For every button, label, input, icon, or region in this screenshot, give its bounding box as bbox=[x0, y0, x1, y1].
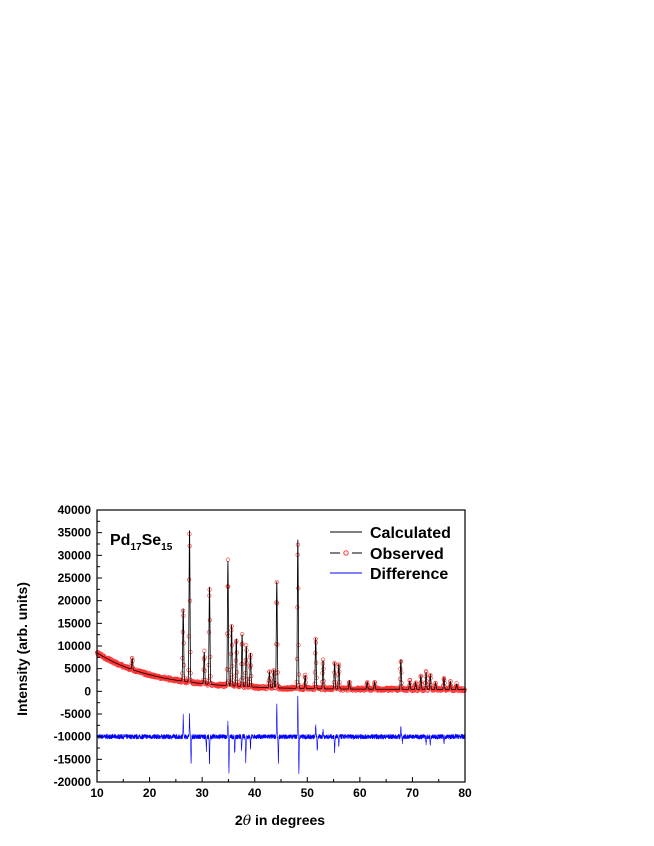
y-tick-label: 5000 bbox=[64, 662, 91, 676]
observed-point bbox=[225, 557, 230, 562]
y-tick-label: -15000 bbox=[54, 752, 92, 766]
y-tick-label: -5000 bbox=[60, 707, 91, 721]
y-tick-label: 15000 bbox=[58, 616, 92, 630]
calculated-line bbox=[96, 530, 465, 690]
y-tick-label: 25000 bbox=[58, 571, 92, 585]
y-tick-label: 40000 bbox=[58, 503, 92, 517]
x-tick-label: 20 bbox=[143, 786, 157, 800]
legend: Calculated Observed Difference bbox=[330, 525, 451, 583]
difference-series bbox=[96, 695, 466, 775]
legend-item-observed: Observed bbox=[330, 546, 444, 563]
y-tick-label: 35000 bbox=[58, 526, 92, 540]
y-tick-label: -20000 bbox=[54, 775, 92, 789]
x-tick-label: 60 bbox=[353, 786, 367, 800]
x-axis: 10 20 30 40 50 60 70 80 bbox=[90, 777, 472, 800]
difference-line bbox=[96, 695, 466, 775]
x-tick-label: 10 bbox=[90, 786, 104, 800]
calculated-series bbox=[96, 530, 465, 690]
y-tick-label: 20000 bbox=[58, 594, 92, 608]
compound-label: Pd17Se15 bbox=[110, 532, 173, 553]
legend-item-difference: Difference bbox=[330, 566, 448, 583]
y-axis: -20000 -15000 -10000 -5000 0 5000 10000 15000 20… bbox=[54, 503, 102, 789]
x-tick-label: 80 bbox=[458, 786, 472, 800]
x-tick-label: 70 bbox=[406, 786, 420, 800]
x-axis-title: 2θ in degrees bbox=[235, 812, 325, 829]
y-tick-label: 10000 bbox=[58, 639, 92, 653]
y-tick-label: 0 bbox=[84, 684, 91, 698]
legend-label-difference: Difference bbox=[370, 566, 448, 583]
y-tick-label: 30000 bbox=[58, 548, 92, 562]
y-axis-title: Intensity (arb. units) bbox=[14, 582, 30, 716]
x-tick-label: 30 bbox=[195, 786, 209, 800]
legend-label-observed: Observed bbox=[370, 546, 444, 563]
y-tick-label: -10000 bbox=[54, 730, 92, 744]
legend-label-calculated: Calculated bbox=[370, 525, 451, 542]
x-tick-label: 50 bbox=[301, 786, 315, 800]
legend-swatch-observed bbox=[343, 550, 349, 556]
legend-item-calculated: Calculated bbox=[330, 525, 451, 542]
x-tick-label: 40 bbox=[248, 786, 262, 800]
